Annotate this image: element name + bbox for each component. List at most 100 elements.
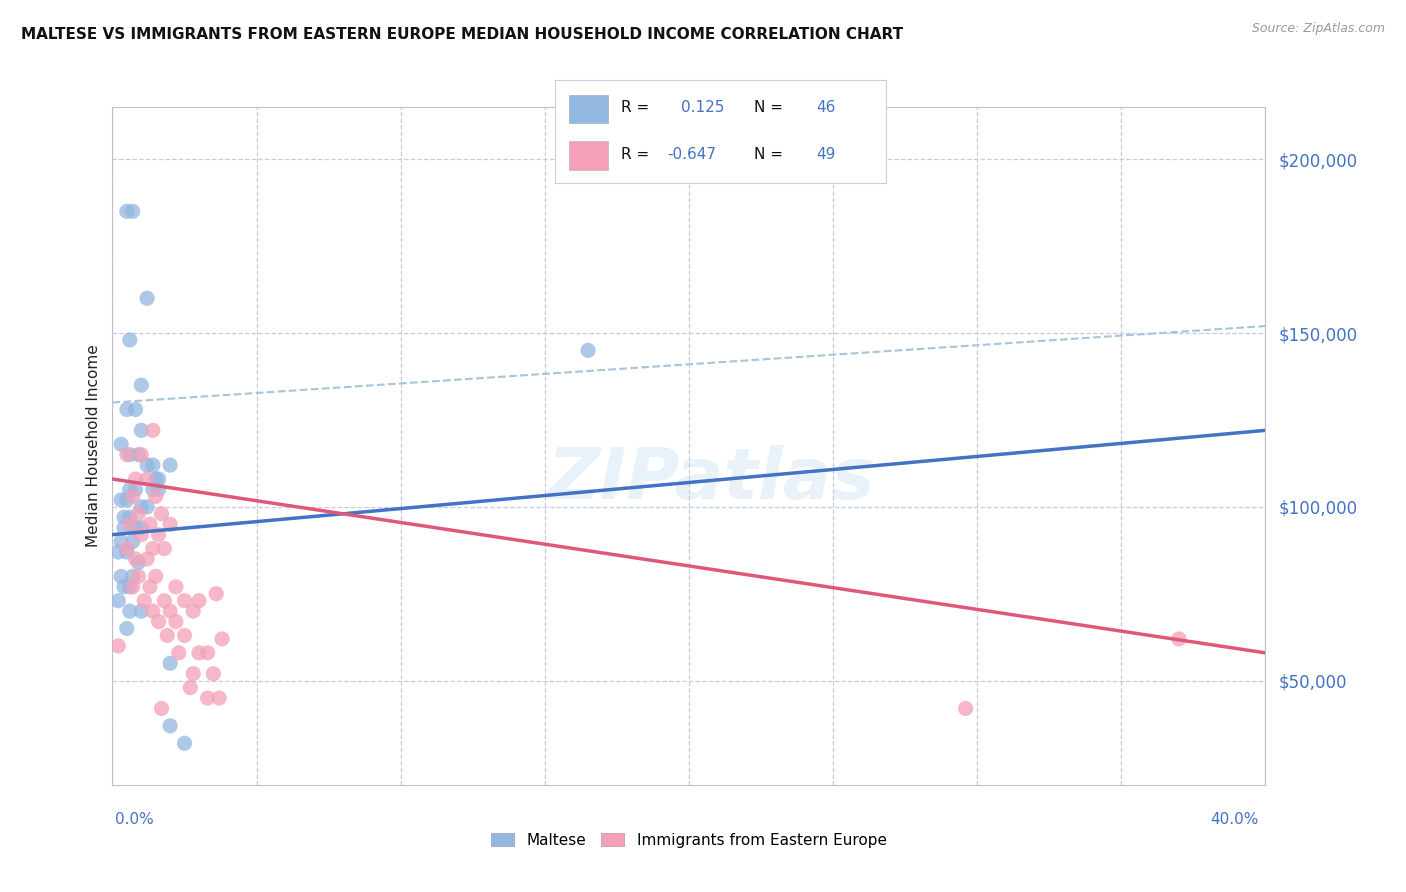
- Point: [112, 580, 135, 594]
- Point: [115, 622, 138, 636]
- Legend: Maltese, Immigrants from Eastern Europe: Maltese, Immigrants from Eastern Europe: [484, 825, 894, 855]
- Point: [118, 580, 141, 594]
- Point: [165, 615, 187, 629]
- Point: [115, 492, 138, 507]
- Point: [148, 527, 170, 541]
- Point: [156, 628, 179, 642]
- Point: [142, 423, 165, 437]
- Point: [153, 541, 176, 556]
- Point: [124, 402, 146, 417]
- Text: -0.647: -0.647: [668, 146, 717, 161]
- Text: ZIPatlas: ZIPatlas: [548, 445, 876, 515]
- Point: [150, 701, 173, 715]
- Point: [136, 552, 159, 566]
- Text: MALTESE VS IMMIGRANTS FROM EASTERN EUROPE MEDIAN HOUSEHOLD INCOME CORRELATION CH: MALTESE VS IMMIGRANTS FROM EASTERN EUROP…: [21, 27, 903, 42]
- Point: [124, 472, 146, 486]
- Point: [1167, 632, 1189, 646]
- Point: [129, 521, 153, 535]
- Point: [148, 472, 170, 486]
- Point: [110, 569, 132, 583]
- Point: [576, 343, 599, 358]
- Point: [145, 472, 167, 486]
- Point: [107, 639, 129, 653]
- Point: [159, 657, 181, 671]
- Point: [110, 437, 132, 451]
- Point: [179, 681, 201, 695]
- Point: [118, 510, 141, 524]
- Point: [129, 527, 153, 541]
- Point: [148, 615, 170, 629]
- Point: [127, 507, 149, 521]
- Point: [136, 472, 159, 486]
- Text: 40.0%: 40.0%: [1211, 812, 1258, 827]
- Point: [118, 517, 141, 532]
- Point: [173, 593, 195, 607]
- Text: R =: R =: [621, 146, 650, 161]
- Point: [121, 490, 143, 504]
- Point: [173, 628, 195, 642]
- Point: [121, 534, 143, 549]
- Text: N =: N =: [754, 101, 783, 115]
- Text: 49: 49: [817, 146, 835, 161]
- Point: [142, 458, 165, 472]
- Text: N =: N =: [754, 146, 783, 161]
- Point: [150, 507, 173, 521]
- Point: [115, 541, 138, 556]
- Bar: [568, 141, 609, 169]
- Text: R =: R =: [621, 101, 650, 115]
- Point: [142, 541, 165, 556]
- Point: [197, 646, 219, 660]
- Point: [159, 458, 181, 472]
- Point: [129, 604, 153, 618]
- Point: [181, 604, 204, 618]
- Point: [129, 378, 153, 392]
- Point: [148, 483, 170, 497]
- Point: [139, 580, 162, 594]
- Point: [115, 402, 138, 417]
- Point: [124, 552, 146, 566]
- Point: [107, 593, 129, 607]
- Point: [110, 492, 132, 507]
- Point: [115, 204, 138, 219]
- Point: [121, 580, 143, 594]
- Text: Source: ZipAtlas.com: Source: ZipAtlas.com: [1251, 22, 1385, 36]
- Point: [139, 517, 162, 532]
- Point: [136, 458, 159, 472]
- Point: [181, 666, 204, 681]
- Point: [167, 646, 190, 660]
- Point: [118, 333, 141, 347]
- Point: [115, 545, 138, 559]
- Point: [121, 204, 143, 219]
- Point: [129, 448, 153, 462]
- Text: 0.0%: 0.0%: [115, 812, 155, 827]
- Point: [153, 593, 176, 607]
- Point: [118, 483, 141, 497]
- Point: [136, 291, 159, 305]
- Point: [110, 534, 132, 549]
- Point: [197, 691, 219, 706]
- Point: [127, 569, 149, 583]
- Point: [188, 646, 211, 660]
- Point: [145, 490, 167, 504]
- Point: [127, 556, 149, 570]
- Point: [165, 580, 187, 594]
- Point: [134, 593, 156, 607]
- Bar: [568, 95, 609, 123]
- Point: [118, 448, 141, 462]
- Point: [142, 483, 165, 497]
- Point: [205, 587, 228, 601]
- Point: [124, 483, 146, 497]
- Point: [112, 510, 135, 524]
- Point: [127, 448, 149, 462]
- Point: [115, 448, 138, 462]
- Point: [129, 500, 153, 514]
- Point: [202, 666, 225, 681]
- Point: [112, 521, 135, 535]
- Point: [188, 593, 211, 607]
- Point: [107, 545, 129, 559]
- Point: [173, 736, 195, 750]
- Point: [208, 691, 231, 706]
- Text: 0.125: 0.125: [681, 101, 724, 115]
- Point: [129, 423, 153, 437]
- Point: [142, 604, 165, 618]
